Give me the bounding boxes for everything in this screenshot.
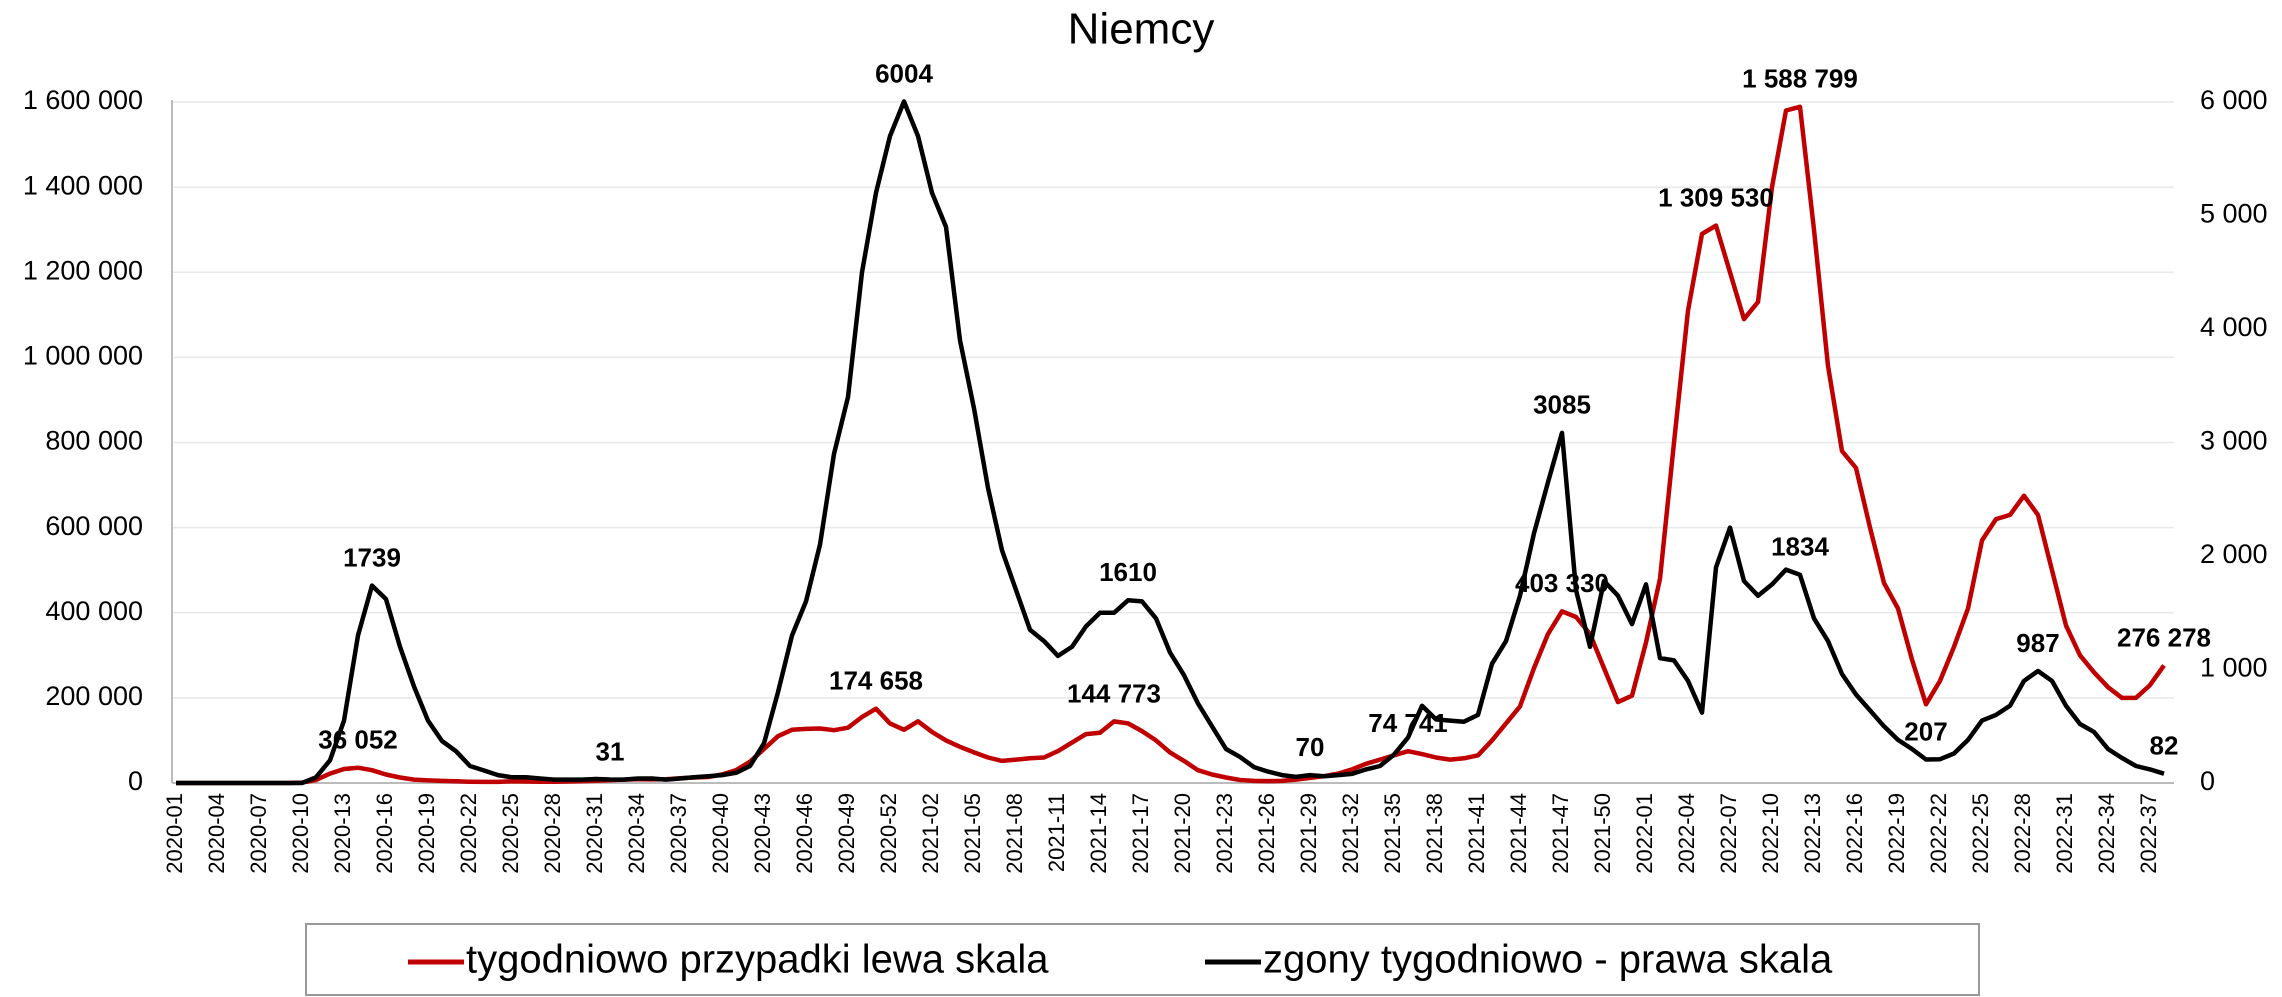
y2-tick-label: 0 (2200, 766, 2215, 796)
x-tick-label: 2020-13 (330, 793, 355, 874)
x-tick-label: 2021-23 (1212, 793, 1237, 874)
x-tick-label: 2022-19 (1884, 793, 1909, 874)
legend-label: zgony tygodniowo - prawa skala (1263, 938, 1833, 982)
x-tick-label: 2020-46 (792, 793, 817, 874)
legend-label: tygodniowo przypadki lewa skala (466, 938, 1049, 982)
data-label: 82 (2150, 731, 2179, 761)
y2-tick-label: 2 000 (2200, 539, 2268, 569)
x-tick-label: 2021-35 (1380, 793, 1405, 874)
data-label: 403 330 (1515, 568, 1609, 598)
x-tick-label: 2020-07 (246, 793, 271, 874)
x-tick-label: 2021-14 (1086, 793, 1111, 874)
x-tick-label: 2021-38 (1422, 793, 1447, 874)
y2-tick-label: 3 000 (2200, 426, 2268, 456)
x-tick-label: 2021-44 (1506, 793, 1531, 874)
x-tick-label: 2020-49 (834, 793, 859, 874)
y-tick-label: 1 200 000 (23, 255, 143, 285)
x-tick-label: 2020-10 (288, 793, 313, 874)
x-tick-label: 2022-01 (1632, 793, 1657, 874)
x-tick-label: 2020-19 (414, 793, 439, 874)
x-tick-label: 2022-10 (1758, 793, 1783, 874)
data-label: 174 658 (829, 666, 923, 696)
x-tick-label: 2022-13 (1800, 793, 1825, 874)
x-tick-label: 2020-16 (372, 793, 397, 874)
series-line (176, 104, 2166, 786)
x-tick-label: 2022-34 (2094, 793, 2119, 874)
x-tick-label: 2020-01 (162, 793, 187, 874)
y-tick-label: 1 600 000 (23, 85, 143, 115)
y-tick-label: 1 000 000 (23, 341, 143, 371)
x-tick-label: 2020-28 (540, 793, 565, 874)
y-tick-label: 0 (128, 766, 143, 796)
data-label: 207 (1904, 716, 1947, 746)
y-tick-label: 800 000 (45, 426, 143, 456)
data-label: 36 052 (318, 725, 398, 755)
data-label: 6004 (875, 58, 933, 88)
y2-tick-label: 6 000 (2200, 85, 2268, 115)
x-tick-label: 2020-40 (708, 793, 733, 874)
x-tick-label: 2022-07 (1716, 793, 1741, 874)
x-tick-label: 2022-04 (1674, 793, 1699, 874)
x-tick-label: 2021-32 (1338, 793, 1363, 874)
data-label: 144 773 (1067, 678, 1161, 708)
x-tick-label: 2020-34 (624, 793, 649, 874)
x-tick-label: 2021-47 (1548, 793, 1573, 874)
x-tick-label: 2021-05 (960, 793, 985, 874)
data-label: 70 (1296, 732, 1325, 762)
data-label: 74 741 (1368, 708, 1448, 738)
data-label: 1610 (1099, 557, 1157, 587)
x-tick-label: 2020-31 (582, 793, 607, 874)
y2-tick-label: 1 000 (2200, 653, 2268, 683)
legend-box (305, 923, 1980, 996)
x-tick-label: 2021-11 (1044, 793, 1069, 872)
x-tick-label: 2022-28 (2010, 793, 2035, 874)
x-tick-label: 2022-22 (1926, 793, 1951, 874)
x-tick-label: 2020-37 (666, 793, 691, 874)
y-tick-label: 200 000 (45, 681, 143, 711)
x-tick-label: 2020-43 (750, 793, 775, 874)
data-label: 987 (2016, 628, 2059, 658)
x-tick-label: 2021-20 (1170, 793, 1195, 874)
x-tick-label: 2021-41 (1464, 793, 1489, 874)
y-tick-label: 600 000 (45, 511, 143, 541)
y-tick-label: 400 000 (45, 596, 143, 626)
x-tick-label: 2022-25 (1968, 793, 1993, 874)
x-tick-label: 2021-50 (1590, 793, 1615, 874)
x-tick-label: 2022-16 (1842, 793, 1867, 874)
x-tick-label: 2020-22 (456, 793, 481, 874)
x-tick-label: 2021-26 (1254, 793, 1279, 874)
x-tick-label: 2022-31 (2052, 793, 2077, 874)
x-tick-label: 2020-25 (498, 793, 523, 874)
x-tick-label: 2021-02 (918, 793, 943, 874)
data-label: 3085 (1533, 390, 1591, 420)
x-tick-label: 2020-04 (204, 793, 229, 874)
y2-tick-label: 4 000 (2200, 312, 2268, 342)
data-label: 1 588 799 (1742, 64, 1858, 94)
data-label: 1739 (343, 542, 401, 572)
y-tick-label: 1 400 000 (23, 170, 143, 200)
data-label: 1834 (1771, 532, 1829, 562)
data-label: 31 (596, 736, 625, 766)
x-tick-label: 2020-52 (876, 793, 901, 874)
x-tick-label: 2021-29 (1296, 793, 1321, 874)
series-line (176, 99, 2165, 786)
data-label: 1 309 530 (1658, 183, 1774, 213)
y2-tick-label: 5 000 (2200, 199, 2268, 229)
chart-title: Niemcy (1068, 5, 1215, 54)
x-tick-label: 2022-37 (2136, 793, 2161, 874)
data-label: 276 278 (2117, 622, 2211, 652)
x-tick-label: 2021-08 (1002, 793, 1027, 874)
x-tick-label: 2021-17 (1128, 793, 1153, 874)
